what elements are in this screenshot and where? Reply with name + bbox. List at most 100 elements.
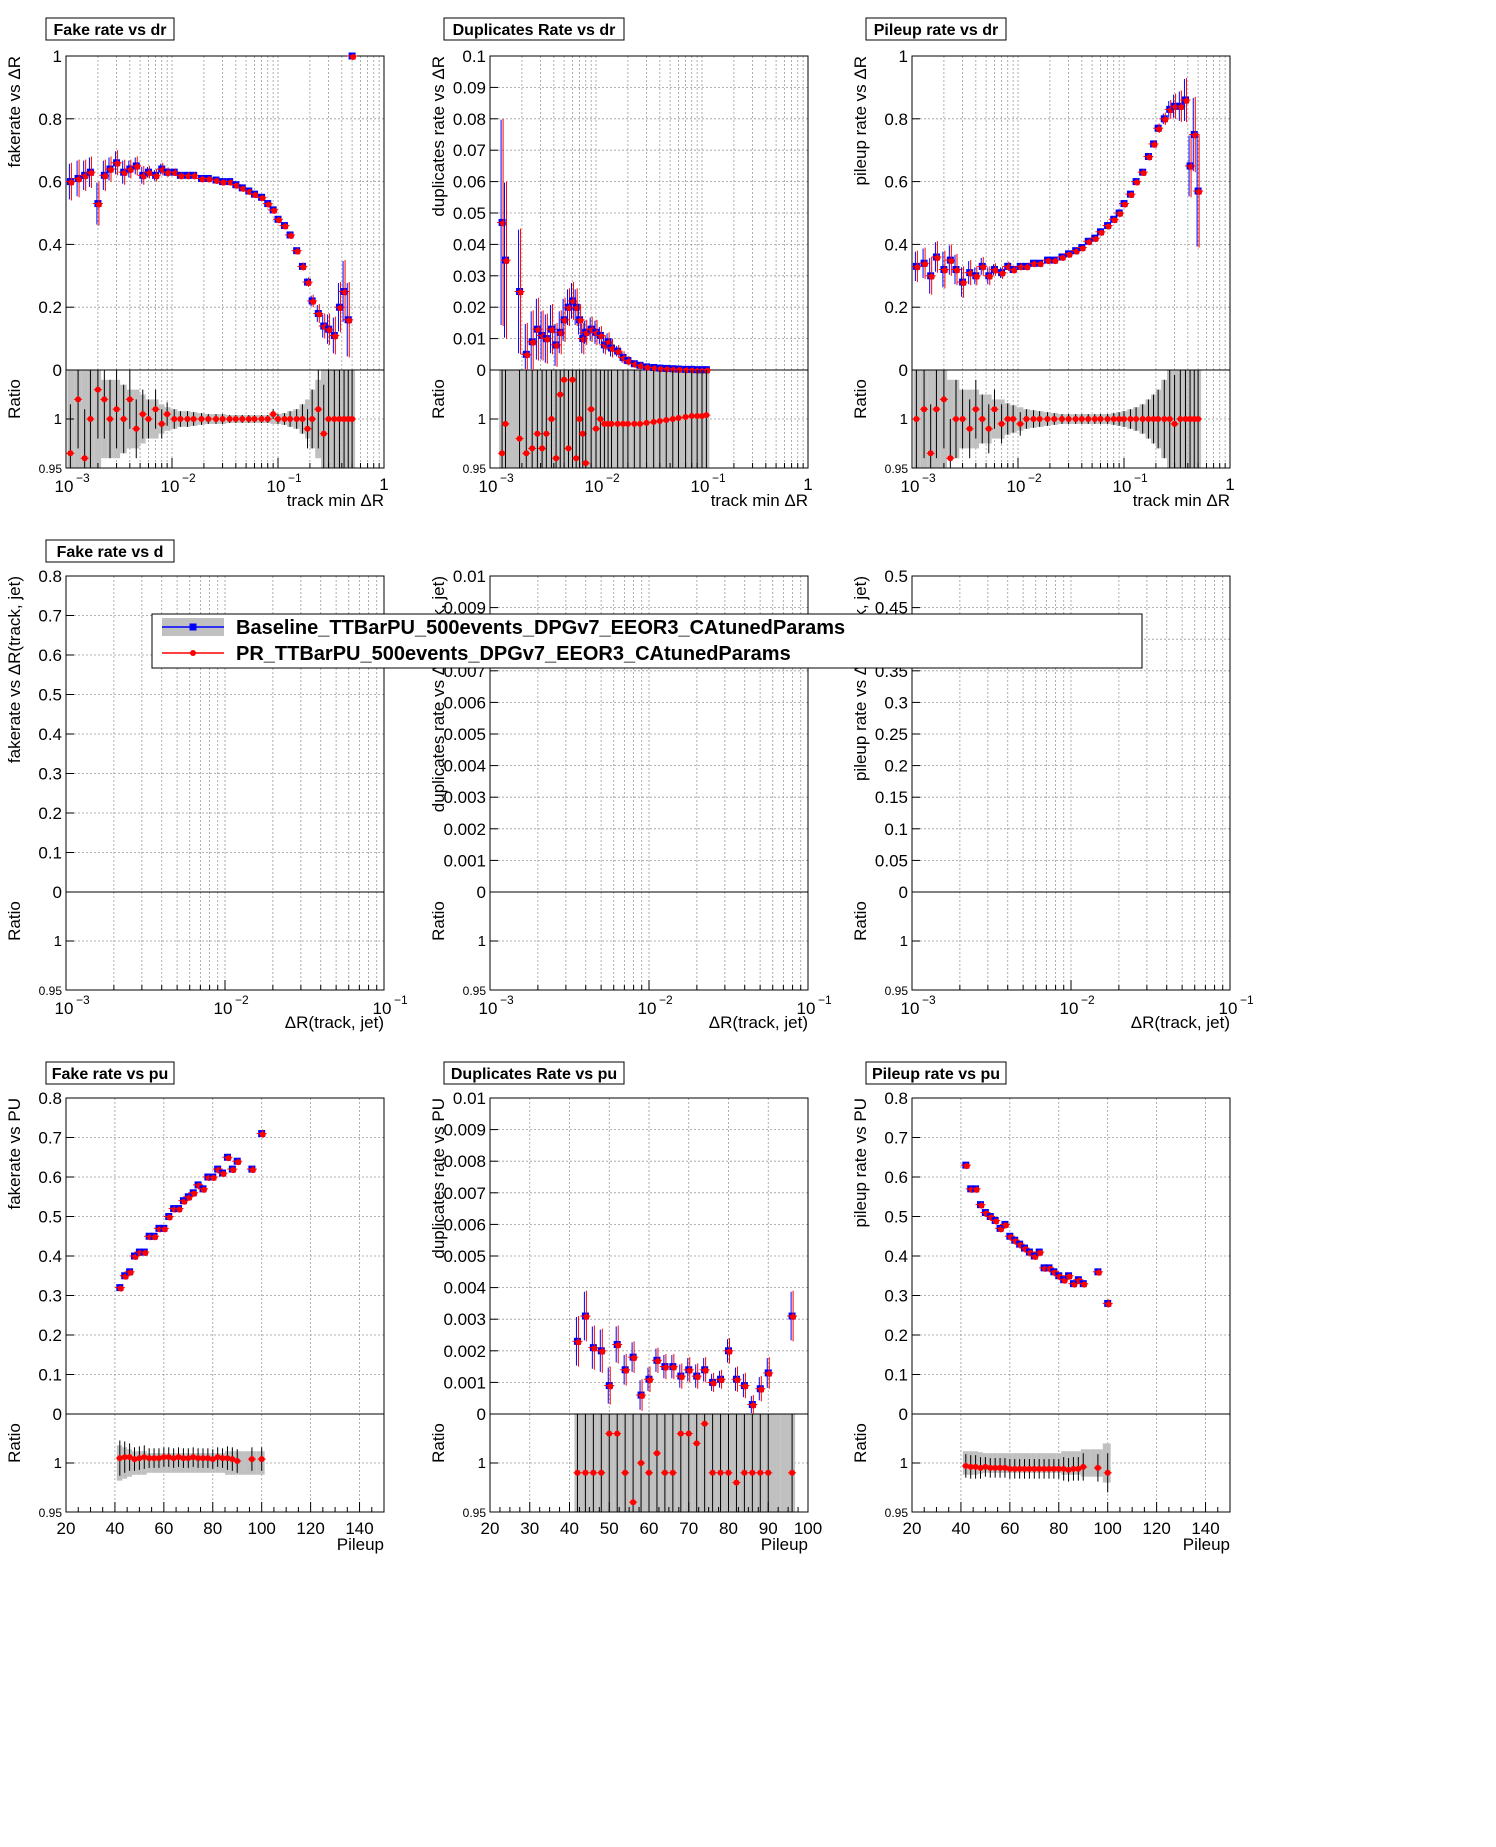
ratio-point bbox=[636, 420, 643, 427]
ratio-point bbox=[539, 445, 546, 452]
ratio-point bbox=[972, 406, 979, 413]
x-tick-label: 10 −1 bbox=[691, 471, 726, 496]
ratio-point bbox=[1145, 416, 1152, 422]
data-points bbox=[497, 118, 712, 374]
y-tick-label: 0.1 bbox=[38, 844, 62, 863]
y-tick-label: 0.1 bbox=[884, 1366, 908, 1385]
pr-point bbox=[172, 170, 179, 177]
y-tick-label: 0.6 bbox=[38, 173, 62, 192]
ratio-point bbox=[579, 430, 586, 437]
ratio-point bbox=[608, 420, 615, 427]
pr-point bbox=[191, 173, 198, 180]
pr-point bbox=[973, 1186, 980, 1193]
ratio-point bbox=[136, 1455, 143, 1462]
y-tick-label: 0.04 bbox=[453, 235, 486, 254]
ratio-point bbox=[789, 1469, 796, 1476]
x-tick-exponent: −2 bbox=[659, 993, 673, 1007]
legend-circle bbox=[190, 650, 196, 656]
x-tick-exponent: −3 bbox=[76, 993, 90, 1007]
ratio-point bbox=[582, 460, 589, 467]
x-tick-base: 10 bbox=[373, 999, 392, 1018]
y-tick-label: 0.002 bbox=[443, 1342, 486, 1361]
panel-title-box bbox=[865, 1061, 1007, 1085]
pr-point bbox=[252, 192, 259, 199]
ratio-point bbox=[1104, 416, 1111, 422]
ratio-point bbox=[669, 416, 676, 422]
ratio-point bbox=[1171, 420, 1178, 427]
ratio-point bbox=[270, 411, 277, 418]
x-tick-exponent: −1 bbox=[394, 993, 408, 1007]
pr-point bbox=[220, 1171, 227, 1178]
pr-point bbox=[153, 173, 160, 180]
ratio-point bbox=[81, 455, 88, 462]
pr-point bbox=[609, 346, 616, 353]
x-tick-label: 10 −1 bbox=[267, 471, 302, 496]
ratio-point bbox=[75, 396, 82, 403]
ratio-point bbox=[985, 425, 992, 432]
ratio-point bbox=[606, 1430, 613, 1437]
ratio-point bbox=[195, 1455, 202, 1462]
ratio-point bbox=[226, 416, 233, 422]
pr-point bbox=[337, 305, 344, 312]
x-tick-base: 10 bbox=[901, 477, 920, 496]
y-tick-label: 0.3 bbox=[38, 1287, 62, 1306]
y-axis-title: pileup rate vs ΔR(track, jet) bbox=[851, 576, 870, 781]
pr-point bbox=[580, 336, 587, 343]
ratio-uncertainty-band bbox=[256, 1451, 265, 1475]
ratio-points bbox=[912, 370, 1203, 468]
ratio-point bbox=[593, 425, 599, 432]
y-tick-label: 0.007 bbox=[443, 1184, 486, 1203]
x-tick-base: 10 bbox=[638, 999, 657, 1018]
pr-point bbox=[734, 1377, 741, 1384]
ratio-point bbox=[287, 416, 294, 422]
ratio-point bbox=[1036, 416, 1043, 422]
y-tick-label: 0.3 bbox=[884, 1287, 908, 1306]
pr-point bbox=[1128, 192, 1135, 199]
ratio-point bbox=[232, 416, 239, 422]
pr-point bbox=[288, 232, 295, 239]
y-axis-title: fakerate vs ΔR(track, jet) bbox=[5, 576, 24, 763]
ratio-point bbox=[245, 416, 252, 422]
ratio-y-tick-label: 0.95 bbox=[39, 462, 63, 476]
ratio-point bbox=[1072, 416, 1079, 422]
x-tick-base: 10 bbox=[901, 999, 920, 1018]
ratio-point bbox=[141, 1454, 148, 1461]
pr-point bbox=[1188, 163, 1195, 170]
legend-square bbox=[189, 623, 197, 631]
pr-point bbox=[637, 363, 644, 370]
ratio-point bbox=[1021, 1465, 1028, 1472]
ratio-point bbox=[331, 416, 338, 422]
ratio-point bbox=[145, 416, 152, 422]
legend-marker-pr bbox=[162, 650, 224, 656]
ratio-point bbox=[1065, 1466, 1072, 1473]
pr-point bbox=[718, 1377, 725, 1384]
ratio-point bbox=[1055, 1465, 1062, 1472]
y-tick-label: 0.2 bbox=[38, 298, 62, 317]
x-tick-label: 70 bbox=[679, 1519, 698, 1538]
ratio-point bbox=[1070, 1465, 1077, 1472]
ratio-uncertainty-band bbox=[234, 1451, 245, 1475]
ratio-uncertainty-band bbox=[503, 370, 513, 468]
ratio-point bbox=[749, 1469, 756, 1476]
x-tick-label: 10 −3 bbox=[901, 993, 936, 1018]
ratio-point bbox=[516, 435, 523, 442]
y-tick-label: 0.05 bbox=[875, 851, 908, 870]
x-tick-base: 10 bbox=[55, 477, 74, 496]
ratio-y-tick-label: 1 bbox=[54, 1455, 62, 1472]
ratio-point bbox=[927, 450, 934, 457]
y-tick-label: 0.003 bbox=[443, 1310, 486, 1329]
pr-point bbox=[591, 1345, 598, 1352]
ratio-point bbox=[597, 416, 604, 422]
pr-point bbox=[686, 1367, 693, 1374]
pr-point bbox=[142, 1250, 149, 1257]
main-frame bbox=[489, 55, 809, 371]
pr-point bbox=[524, 352, 531, 359]
pr-point bbox=[1111, 217, 1118, 224]
pr-point bbox=[651, 365, 658, 372]
y-tick-label: 0.01 bbox=[453, 1089, 486, 1108]
ratio-point bbox=[1161, 416, 1168, 422]
ratio-point bbox=[765, 1469, 772, 1476]
grid-lines bbox=[490, 56, 808, 468]
